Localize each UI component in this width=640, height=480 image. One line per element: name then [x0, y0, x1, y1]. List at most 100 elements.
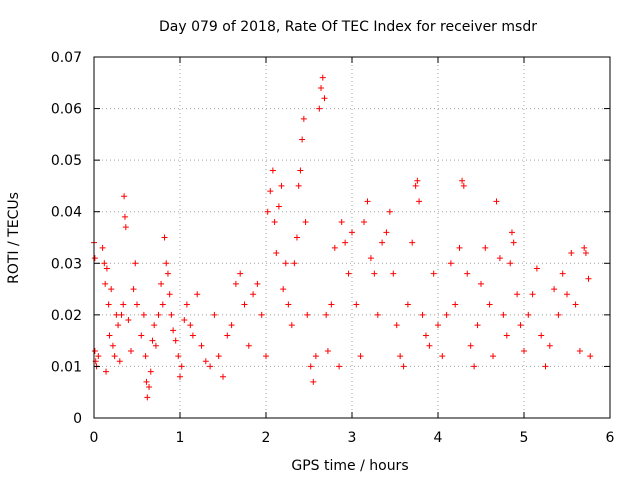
data-point — [103, 265, 110, 272]
data-point — [155, 311, 162, 318]
data-point — [132, 260, 139, 267]
data-point — [555, 311, 562, 318]
data-point — [258, 311, 265, 318]
data-point — [95, 353, 102, 360]
data-point — [130, 286, 137, 293]
data-point — [232, 280, 239, 287]
data-point — [271, 219, 278, 226]
data-point — [471, 363, 478, 370]
data-point — [275, 203, 282, 210]
data-point — [111, 353, 118, 360]
data-point — [163, 260, 170, 267]
data-point — [443, 311, 450, 318]
data-point — [300, 115, 307, 122]
data-point — [224, 332, 231, 339]
data-point — [367, 255, 374, 262]
data-point — [295, 182, 302, 189]
data-point — [551, 286, 558, 293]
data-point — [189, 332, 196, 339]
data-point — [349, 229, 355, 236]
data-point — [207, 363, 214, 370]
data-point — [404, 301, 411, 308]
data-point — [538, 332, 545, 339]
data-point — [426, 342, 433, 349]
data-point — [393, 322, 400, 329]
data-point — [291, 260, 298, 267]
x-tick-label: 6 — [606, 430, 615, 446]
data-point — [108, 286, 115, 293]
data-point — [386, 208, 393, 215]
data-point — [183, 301, 190, 308]
data-point — [324, 347, 331, 354]
data-point — [118, 311, 125, 318]
data-point — [357, 353, 364, 360]
data-point — [319, 74, 326, 81]
data-point — [486, 301, 493, 308]
data-point — [459, 177, 466, 184]
data-point — [211, 311, 218, 318]
data-point — [194, 291, 201, 298]
x-tick-label: 3 — [348, 430, 357, 446]
x-tick-label: 5 — [520, 430, 529, 446]
data-point — [134, 301, 140, 308]
data-point — [400, 363, 407, 370]
data-point — [228, 322, 235, 329]
data-point — [371, 270, 378, 277]
data-point — [241, 301, 248, 308]
data-point — [202, 358, 209, 365]
data-point — [101, 260, 108, 267]
data-point — [293, 234, 300, 241]
data-point — [178, 363, 185, 370]
data-point — [138, 332, 145, 339]
data-point — [215, 353, 222, 360]
data-point — [517, 322, 524, 329]
data-point — [264, 208, 271, 215]
data-point — [267, 188, 274, 195]
data-point — [254, 280, 261, 287]
data-point — [542, 363, 549, 370]
x-tick-label: 0 — [90, 430, 99, 446]
data-point — [280, 286, 287, 293]
data-point — [345, 270, 352, 277]
data-point — [198, 342, 205, 349]
data-point — [419, 311, 426, 318]
data-point — [151, 322, 158, 329]
data-point — [140, 311, 147, 318]
data-point — [430, 270, 437, 277]
data-point — [121, 213, 128, 220]
data-point — [282, 260, 289, 267]
data-point — [529, 291, 536, 298]
data-point — [338, 219, 345, 226]
data-point — [435, 322, 441, 329]
data-point — [127, 347, 134, 354]
data-point — [412, 182, 419, 189]
data-point — [181, 317, 188, 324]
data-point — [342, 239, 349, 246]
data-point — [299, 136, 306, 143]
data-point — [273, 249, 280, 256]
data-point — [521, 347, 527, 354]
x-tick-labels: 0 1 2 3 4 5 6 — [90, 430, 615, 446]
data-point — [490, 353, 497, 360]
data-point — [503, 332, 510, 339]
data-point — [514, 291, 521, 298]
data-point — [510, 239, 517, 246]
data-point — [508, 229, 515, 236]
data-point — [546, 342, 553, 349]
data-point — [143, 378, 150, 385]
data-point — [302, 219, 309, 226]
y-tick-label: 0.05 — [51, 153, 82, 169]
data-point — [113, 311, 120, 318]
data-point — [559, 270, 566, 277]
data-point — [166, 291, 173, 298]
data-point — [170, 327, 177, 334]
data-point — [245, 342, 252, 349]
data-point — [568, 249, 575, 256]
data-point — [158, 280, 165, 287]
data-point — [109, 342, 116, 349]
data-point — [323, 311, 330, 318]
data-point — [414, 177, 421, 184]
data-point — [316, 105, 323, 112]
chart-title: Day 079 of 2018, Rate Of TEC Index for r… — [159, 19, 537, 35]
